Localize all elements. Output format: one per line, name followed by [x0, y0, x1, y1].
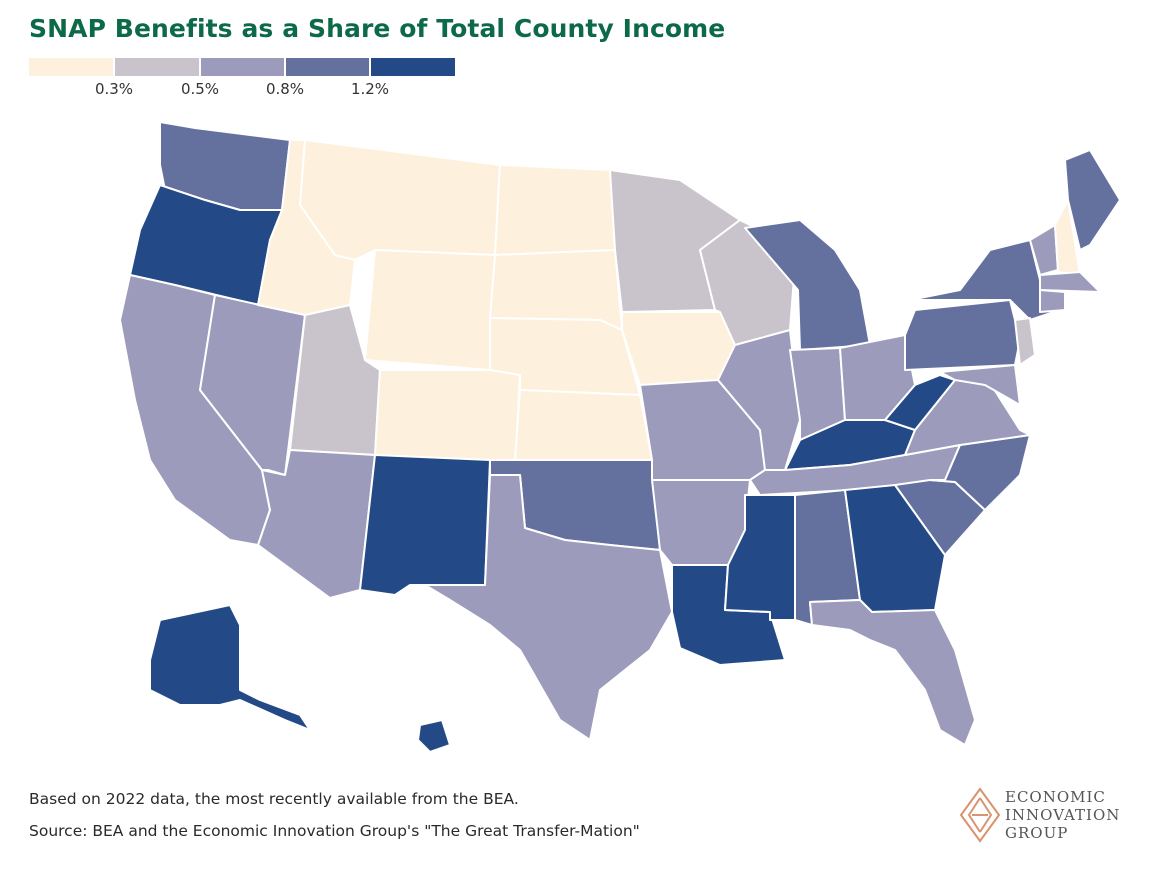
- source-note: Source: BEA and the Economic Innovation …: [29, 822, 640, 840]
- state-new-jersey: [1014, 317, 1036, 366]
- state-utah: [289, 304, 381, 456]
- state-wyoming: [364, 249, 496, 371]
- legend-swatch-4: [286, 58, 369, 76]
- eig-diamond-icon: [959, 787, 1001, 843]
- state-connecticut: [1039, 289, 1066, 313]
- state-alaska: [149, 604, 311, 731]
- state-maine: [1064, 149, 1121, 251]
- legend-swatch-2: [115, 58, 199, 76]
- legend-tick-label: 0.3%: [94, 80, 134, 98]
- state-florida: [809, 599, 976, 746]
- logo-word-3: GROUP: [1005, 824, 1069, 842]
- state-montana: [299, 139, 501, 261]
- logo-word-1: ECONOMIC: [1005, 788, 1106, 806]
- state-new-mexico: [359, 454, 491, 596]
- legend-swatch-3: [201, 58, 284, 76]
- us-county-choropleth-map: [119, 121, 1121, 753]
- state-iowa: [621, 311, 736, 386]
- legend-tick-label: 0.8%: [265, 80, 305, 98]
- state-arizona: [257, 449, 376, 599]
- state-pennsylvania: [904, 299, 1021, 371]
- state-maryland: [939, 364, 1021, 406]
- color-legend: 0.3% 0.5% 0.8% 1.2%: [29, 58, 459, 104]
- state-massachusetts: [1039, 271, 1101, 293]
- state-north-dakota: [494, 164, 616, 256]
- state-texas: [424, 474, 673, 741]
- state-west-virginia: [884, 374, 956, 431]
- logo-wordmark: ECONOMIC INNOVATION GROUP: [1005, 788, 1120, 842]
- legend-swatch-5: [371, 58, 455, 76]
- legend-tick-label: 1.2%: [350, 80, 390, 98]
- state-hawaii: [417, 719, 451, 753]
- state-michigan: [744, 219, 871, 351]
- eig-logo: ECONOMIC INNOVATION GROUP: [958, 786, 1138, 846]
- legend-tick-label: 0.5%: [180, 80, 220, 98]
- state-kansas: [514, 389, 653, 461]
- legend-swatch-1: [29, 58, 113, 76]
- logo-word-2: INNOVATION: [1005, 806, 1121, 824]
- data-note: Based on 2022 data, the most recently av…: [29, 790, 519, 808]
- map-title: SNAP Benefits as a Share of Total County…: [29, 14, 726, 43]
